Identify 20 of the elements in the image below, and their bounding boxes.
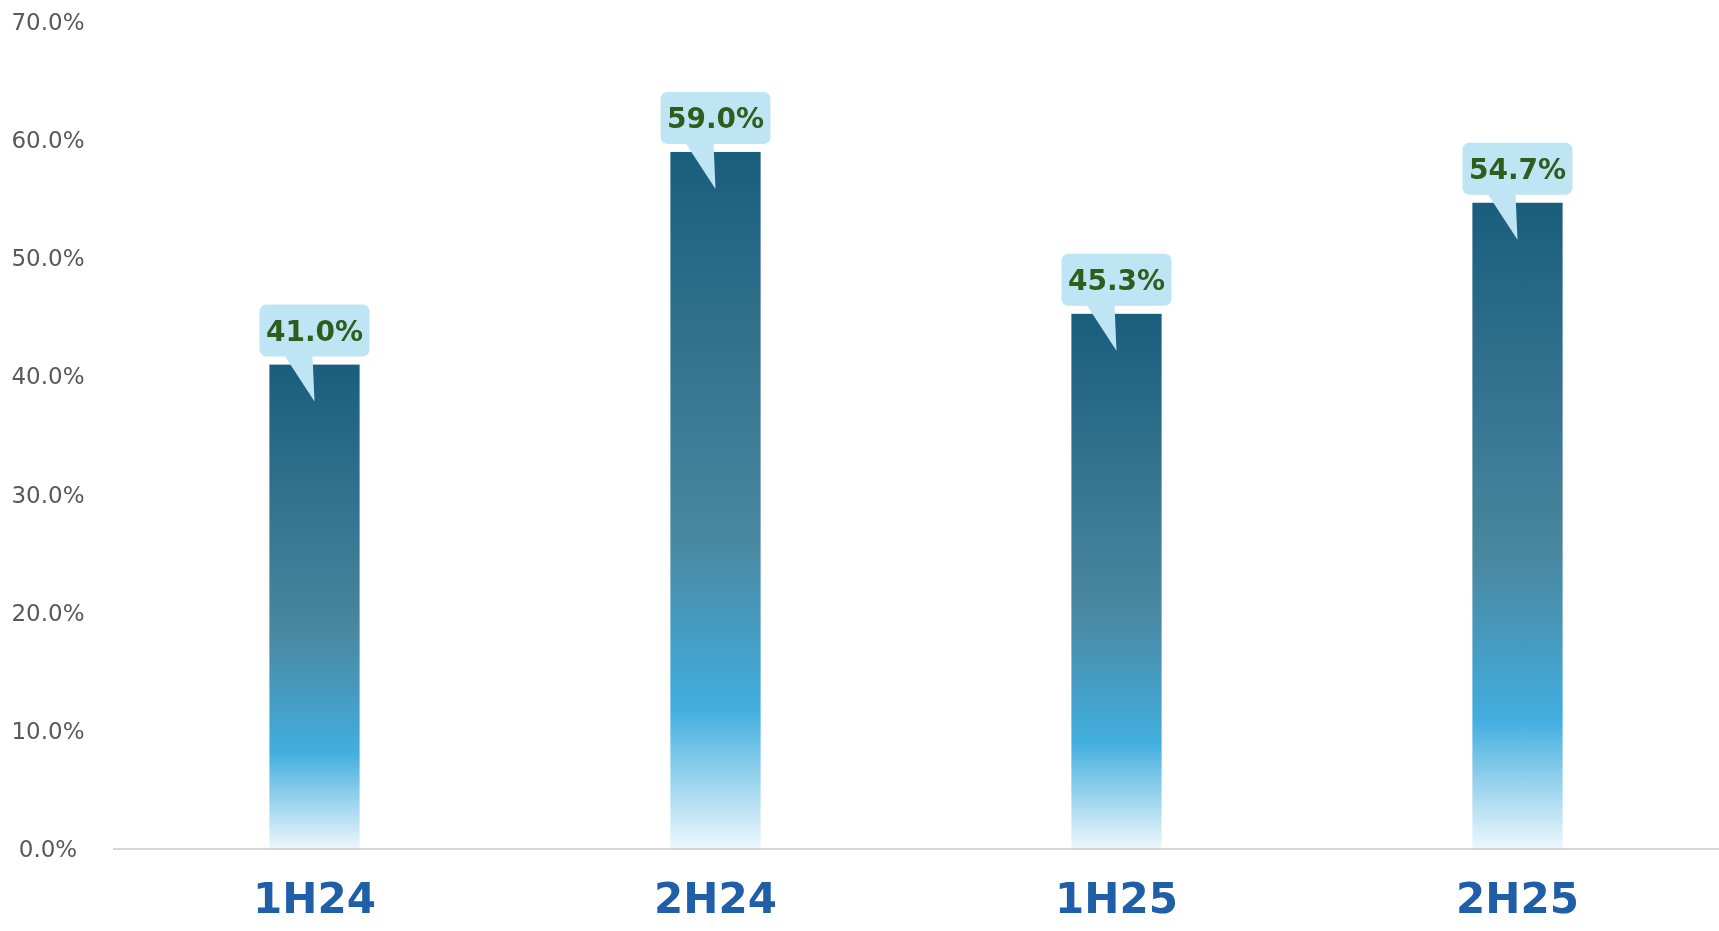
y-tick-label: 70.0% [11,9,85,36]
y-tick-label: 50.0% [11,245,85,272]
data-label: 45.3% [1067,263,1166,297]
y-tick-label: 0.0% [18,836,78,863]
y-tick-label: 40.0% [11,363,85,390]
bar [1071,313,1162,849]
y-tick-label: 30.0% [11,481,85,508]
data-label: 59.0% [666,102,765,136]
y-tick-label: 20.0% [11,599,85,626]
bar [670,151,761,849]
x-tick-label: 2H25 [1456,874,1579,923]
x-tick-label: 1H24 [253,874,376,923]
bar [269,364,360,849]
x-tick-label: 2H24 [654,874,777,923]
data-label: 54.7% [1468,152,1567,186]
y-tick-label: 10.0% [11,717,85,744]
data-label: 41.0% [265,314,364,348]
bar [1472,202,1563,849]
y-tick-label: 60.0% [11,127,85,154]
x-tick-label: 1H25 [1055,874,1178,923]
